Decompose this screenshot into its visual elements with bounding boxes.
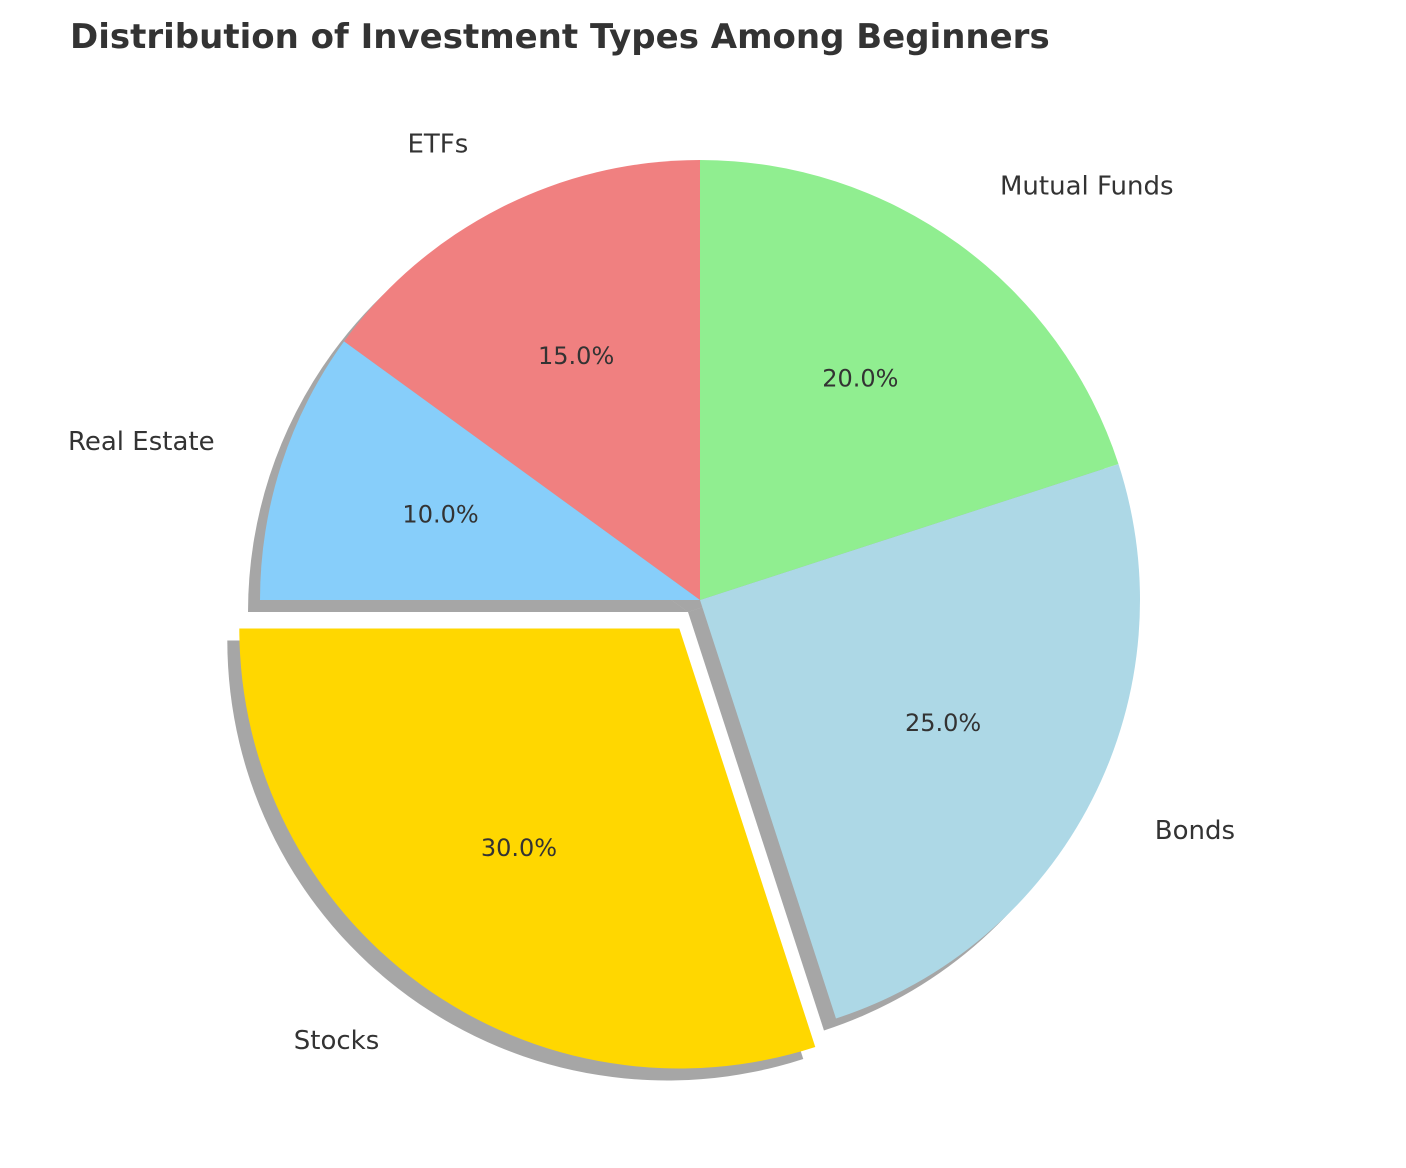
pie-chart-container: Distribution of Investment Types Among B… [0,0,1406,1168]
pie-slice-percent: 15.0% [538,342,614,370]
pie-slice-label: Bonds [1155,816,1235,846]
pie-slice-label: Real Estate [68,427,215,457]
chart-title: Distribution of Investment Types Among B… [70,17,1050,57]
pie-chart-svg: Distribution of Investment Types Among B… [0,0,1406,1168]
pie-slice-label: Mutual Funds [1000,172,1174,202]
pie-slice-percent: 30.0% [481,834,557,862]
pie-slice-percent: 10.0% [402,501,478,529]
pie-slice-label: Stocks [294,1026,380,1056]
pie-slice-percent: 25.0% [905,709,981,737]
pie-slice-label: ETFs [407,130,468,160]
pie-slice-percent: 20.0% [822,364,898,392]
